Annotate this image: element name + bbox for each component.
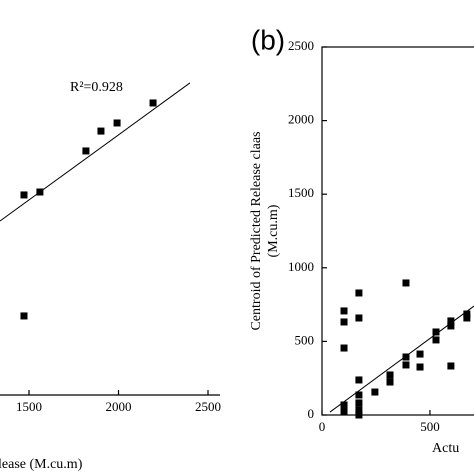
x-tick-label: 0 bbox=[319, 419, 326, 434]
y-tick-label: 1500 bbox=[288, 185, 314, 200]
point bbox=[416, 350, 424, 358]
y-tick-label: 1000 bbox=[288, 259, 314, 274]
point bbox=[402, 361, 410, 369]
point bbox=[149, 99, 157, 107]
point bbox=[355, 289, 363, 297]
point bbox=[355, 391, 363, 399]
x-tick-label: 500 bbox=[420, 419, 440, 434]
y-tick-label: 2500 bbox=[288, 38, 314, 53]
point bbox=[355, 399, 363, 407]
point bbox=[340, 344, 348, 352]
point bbox=[432, 328, 440, 336]
point bbox=[432, 336, 440, 344]
point bbox=[447, 322, 455, 330]
fit-line bbox=[0, 82, 191, 222]
point bbox=[340, 401, 348, 409]
point bbox=[340, 407, 348, 415]
point bbox=[386, 378, 394, 386]
x-tick-label: 2000 bbox=[106, 399, 132, 414]
panel-label: (b) bbox=[251, 24, 285, 55]
x-tick-label: 2500 bbox=[195, 399, 221, 414]
point bbox=[463, 310, 471, 318]
point bbox=[416, 363, 424, 371]
point bbox=[36, 188, 44, 196]
x-axis-label: lease (M.cu.m) bbox=[0, 457, 83, 472]
point bbox=[402, 279, 410, 287]
point bbox=[355, 376, 363, 384]
point bbox=[386, 371, 394, 379]
y-axis-label: (M.cu.m) bbox=[266, 204, 281, 257]
y-tick-label: 0 bbox=[308, 406, 315, 421]
annotation: R²=0.928 bbox=[70, 80, 123, 95]
point bbox=[20, 191, 28, 199]
point bbox=[82, 147, 90, 155]
point bbox=[355, 314, 363, 322]
plot-frame bbox=[321, 46, 474, 416]
point bbox=[447, 317, 455, 325]
point bbox=[355, 406, 363, 414]
y-axis-label: Centroid of Predicted Release claas bbox=[249, 131, 264, 330]
point bbox=[355, 411, 363, 419]
point bbox=[402, 353, 410, 361]
point bbox=[371, 388, 379, 396]
x-tick-label: 1500 bbox=[16, 399, 42, 414]
point bbox=[340, 307, 348, 315]
y-tick-label: 2000 bbox=[288, 112, 314, 127]
y-tick-label: 500 bbox=[295, 332, 315, 347]
point bbox=[20, 312, 28, 320]
point bbox=[97, 127, 105, 135]
x-axis-label: Actu bbox=[432, 441, 459, 456]
point bbox=[463, 314, 471, 322]
point bbox=[340, 318, 348, 326]
point bbox=[447, 362, 455, 370]
point bbox=[113, 119, 121, 127]
